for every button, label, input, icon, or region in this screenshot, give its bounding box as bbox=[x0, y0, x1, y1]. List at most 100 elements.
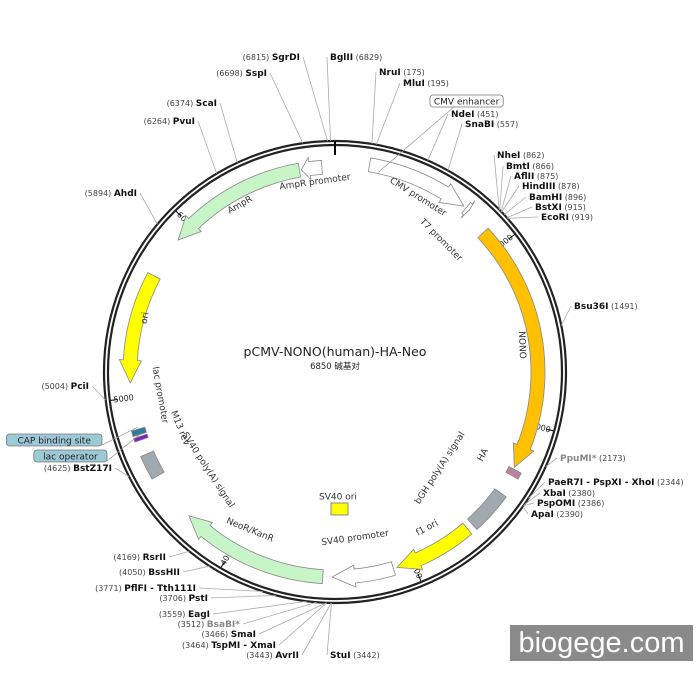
site-name: PaeR7I - PspXI - XhoI bbox=[548, 478, 654, 488]
feature-ori-label: ori bbox=[140, 311, 152, 324]
site-leader-line bbox=[302, 56, 328, 142]
site-position: (866) bbox=[530, 162, 554, 171]
feature-lac-promoter-label: lac promoter bbox=[150, 366, 170, 425]
site-label: MluI (195) bbox=[403, 79, 449, 89]
site-position: (6815) bbox=[243, 53, 272, 62]
feature-bgh-poly-a-signal-label: bGH poly(A) signal bbox=[413, 430, 467, 506]
site-label: (6374) ScaI bbox=[167, 99, 217, 109]
feature-ha-label: HA bbox=[476, 446, 491, 463]
plasmid-size: 6850 碱基对 bbox=[310, 361, 360, 372]
site-label: BglII (6829) bbox=[330, 53, 382, 63]
feature-f1-ori bbox=[396, 522, 473, 570]
site-name: EcoRI bbox=[541, 213, 569, 223]
site-label: (3466) SmaI bbox=[202, 630, 256, 640]
site-tspmi-xmai: (3464) TspMI - XmaI bbox=[182, 602, 328, 651]
feature-ampr bbox=[177, 162, 302, 241]
site-position: (3512) bbox=[178, 620, 207, 629]
site-label: NdeI (451) bbox=[451, 110, 499, 120]
site-label: BmtI (866) bbox=[506, 162, 554, 172]
label-lac-operator-leader bbox=[106, 434, 140, 462]
feature-bgh-poly-a-signal bbox=[467, 488, 507, 531]
site-name: TspMI - XmaI bbox=[211, 641, 276, 651]
site-nhei: NheI (862) bbox=[493, 151, 544, 210]
site-name: XbaI bbox=[543, 489, 566, 499]
site-leader-line bbox=[427, 113, 449, 161]
site-name: BglII bbox=[330, 53, 353, 63]
site-name: NheI bbox=[497, 151, 520, 161]
tick-label: 5000 bbox=[113, 393, 134, 404]
feature-nono-label: NONO bbox=[516, 331, 527, 359]
site-position: (2390) bbox=[554, 510, 583, 519]
site-leader-line bbox=[198, 587, 263, 592]
site-leader-line bbox=[139, 192, 158, 225]
site-leader-line bbox=[197, 120, 218, 174]
site-name: BstXI bbox=[535, 203, 562, 213]
site-label: (3706) PstI bbox=[159, 594, 208, 604]
site-position: (878) bbox=[556, 182, 580, 191]
site-pspomi: PspOMI (2386) bbox=[523, 499, 604, 509]
site-position: (2386) bbox=[575, 499, 604, 508]
site-name: PpuMI* bbox=[560, 454, 597, 464]
site-pvui: (6264) PvuI bbox=[144, 117, 218, 174]
site-label: (4625) BstZ17I bbox=[44, 464, 112, 474]
site-leader-line bbox=[91, 385, 107, 401]
label-cmv-enhancer: CMV enhancer bbox=[434, 98, 500, 108]
site-scai: (6374) ScaI bbox=[167, 99, 238, 163]
feature-cmv-promoter bbox=[367, 157, 465, 207]
site-name: Bsu36I bbox=[574, 302, 609, 312]
site-name: BamHI bbox=[529, 193, 562, 203]
site-name: NruI bbox=[379, 68, 401, 78]
site-position: (6264) bbox=[144, 117, 173, 126]
backbone-ring bbox=[102, 139, 568, 605]
site-leader-line bbox=[326, 56, 331, 142]
site-bmti: BmtI (866) bbox=[499, 162, 554, 211]
site-xbai: XbaI (2380) bbox=[523, 489, 595, 506]
site-name: AvrII bbox=[275, 651, 299, 661]
site-leader-line bbox=[168, 550, 190, 558]
site-leader-line bbox=[493, 154, 500, 210]
site-leader-line bbox=[210, 594, 277, 599]
site-position: (451) bbox=[474, 110, 498, 119]
site-pflfi-tth111i: (3771) PflFI - Tth111I bbox=[95, 584, 263, 594]
site-label: HindIII (878) bbox=[522, 182, 580, 192]
site-leader-line bbox=[212, 600, 307, 615]
site-name: PstI bbox=[189, 594, 208, 604]
site-label: (3443) AvrII bbox=[246, 651, 299, 661]
feature-t7-promoter-label: T7 promoter bbox=[417, 216, 464, 263]
site-mlui: MluI (195) bbox=[375, 79, 449, 145]
feature-lac-promoter bbox=[130, 426, 147, 438]
site-nrui: NruI (175) bbox=[371, 68, 425, 144]
site-position: (4625) bbox=[44, 464, 73, 473]
site-leader-line bbox=[545, 457, 558, 468]
site-bstz17i: (4625) BstZ17I bbox=[44, 464, 130, 477]
site-position: (6698) bbox=[216, 69, 245, 78]
feature-sv40-promoter-label: SV40 promoter bbox=[321, 529, 390, 548]
site-apai: ApaI (2390) bbox=[522, 506, 583, 520]
tick-mark bbox=[110, 399, 118, 401]
site-label: NruI (175) bbox=[379, 68, 425, 78]
label-lac-operator: lac operator bbox=[43, 453, 98, 463]
site-bamhi: BamHI (896) bbox=[503, 193, 586, 216]
site-avrii: (3443) AvrII bbox=[246, 602, 332, 661]
site-name: PflFI - Tth111I bbox=[124, 584, 196, 594]
feature-sv40-poly-a-signal bbox=[140, 450, 165, 480]
site-leader-line bbox=[114, 467, 130, 477]
site-leader-line bbox=[523, 492, 541, 506]
feature-sv40-ori-label: SV40 ori bbox=[319, 493, 357, 503]
site-position: (4050) bbox=[119, 568, 148, 577]
restriction-sites: (6815) SgrDI BglII (6829) (6698) SspI (6374… bbox=[41, 53, 683, 661]
site-hindiii: HindIII (878) bbox=[501, 182, 580, 213]
site-leader-line bbox=[523, 502, 535, 507]
inner-strand bbox=[106, 143, 564, 601]
site-ecori: EcoRI (919) bbox=[507, 213, 593, 223]
site-name: AflII bbox=[514, 172, 534, 182]
site-name: SnaBI bbox=[465, 120, 494, 130]
site-label: XbaI (2380) bbox=[543, 489, 595, 499]
site-position: (3706) bbox=[159, 594, 188, 603]
site-leader-line bbox=[182, 565, 210, 573]
site-leader-line bbox=[269, 72, 304, 144]
feature-ampr-promoter bbox=[300, 156, 323, 181]
site-leader-line bbox=[506, 206, 533, 219]
site-position: (3464) bbox=[182, 641, 211, 650]
site-position: (3466) bbox=[202, 630, 231, 639]
